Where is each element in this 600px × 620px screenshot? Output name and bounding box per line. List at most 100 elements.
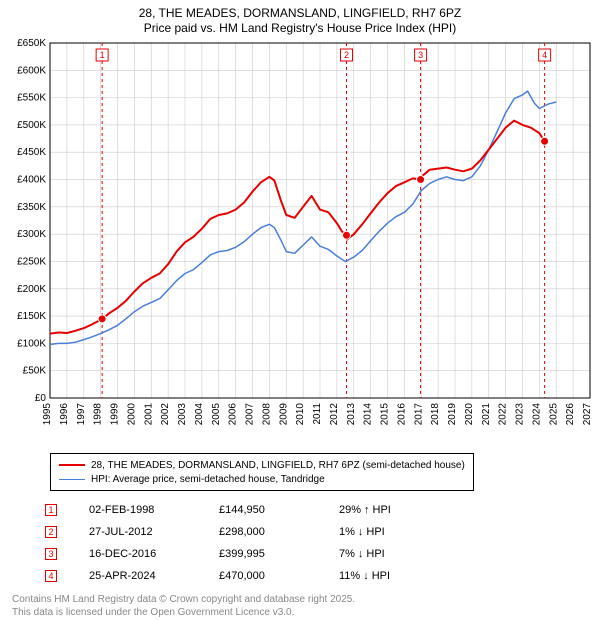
transaction-marker: 4	[45, 570, 57, 582]
svg-text:2006: 2006	[228, 403, 239, 426]
arrow-down-icon: ↓	[358, 526, 364, 538]
svg-text:1996: 1996	[59, 403, 70, 426]
svg-text:2021: 2021	[481, 403, 492, 426]
diff-pct: 7%	[339, 548, 355, 560]
transaction-price: £144,950	[219, 504, 339, 516]
svg-text:£550K: £550K	[17, 93, 46, 104]
arrow-down-icon: ↓	[358, 548, 364, 560]
legend-row-property: 28, THE MEADES, DORMANSLAND, LINGFIELD, …	[59, 458, 465, 472]
legend-label-property: 28, THE MEADES, DORMANSLAND, LINGFIELD, …	[91, 460, 465, 471]
svg-text:2013: 2013	[346, 403, 357, 426]
svg-text:2: 2	[344, 50, 349, 60]
diff-pct: 1%	[339, 526, 355, 538]
svg-text:2005: 2005	[211, 403, 222, 426]
svg-text:£250K: £250K	[17, 256, 46, 267]
chart-subtitle: Price paid vs. HM Land Registry's House …	[0, 21, 600, 35]
svg-text:2026: 2026	[565, 403, 576, 426]
footer-note: Contains HM Land Registry data © Crown c…	[12, 593, 600, 619]
chart-plot: £0 £50K £100K £150K £200K £250K £300K £350K £400…	[0, 35, 600, 445]
footer-line-1: Contains HM Land Registry data © Crown c…	[12, 593, 600, 606]
transaction-diff: 29%↑HPI	[339, 504, 419, 516]
svg-text:£600K: £600K	[17, 65, 46, 76]
svg-text:1: 1	[100, 50, 105, 60]
svg-text:2022: 2022	[498, 403, 509, 426]
legend: 28, THE MEADES, DORMANSLAND, LINGFIELD, …	[50, 453, 474, 491]
diff-label: HPI	[366, 526, 384, 538]
svg-text:£500K: £500K	[17, 120, 46, 131]
transaction-price: £399,995	[219, 548, 339, 560]
transaction-price: £470,000	[219, 570, 339, 582]
transaction-row: 4 25-APR-2024£470,00011%↓HPI	[45, 565, 600, 587]
diff-label: HPI	[366, 548, 384, 560]
arrow-down-icon: ↓	[363, 570, 369, 582]
svg-text:£300K: £300K	[17, 229, 46, 240]
legend-label-hpi: HPI: Average price, semi-detached house,…	[91, 474, 325, 485]
transaction-price: £298,000	[219, 526, 339, 538]
svg-text:1998: 1998	[93, 403, 104, 426]
svg-text:2004: 2004	[194, 403, 205, 426]
transaction-marker: 1	[45, 504, 57, 516]
svg-text:1997: 1997	[76, 403, 87, 426]
svg-text:1999: 1999	[110, 403, 121, 426]
transactions-table: 102-FEB-1998£144,95029%↑HPI227-JUL-2012£…	[45, 499, 600, 587]
transaction-row: 1 02-FEB-1998£144,95029%↑HPI	[45, 499, 600, 521]
diff-label: HPI	[372, 570, 390, 582]
svg-text:£50K: £50K	[23, 366, 47, 377]
svg-text:2015: 2015	[380, 403, 391, 426]
svg-text:£400K: £400K	[17, 175, 46, 186]
svg-text:2019: 2019	[447, 403, 458, 426]
svg-text:2027: 2027	[582, 403, 593, 426]
transaction-diff: 11%↓HPI	[339, 570, 419, 582]
svg-text:2007: 2007	[245, 403, 256, 426]
svg-text:£100K: £100K	[17, 338, 46, 349]
transaction-date: 25-APR-2024	[89, 570, 219, 582]
svg-text:2018: 2018	[430, 403, 441, 426]
svg-text:2003: 2003	[177, 403, 188, 426]
svg-text:2009: 2009	[278, 403, 289, 426]
svg-text:£450K: £450K	[17, 147, 46, 158]
arrow-up-icon: ↑	[364, 504, 370, 516]
transaction-diff: 1%↓HPI	[339, 526, 419, 538]
legend-swatch-property	[59, 464, 85, 466]
svg-text:2014: 2014	[363, 403, 374, 426]
svg-text:2024: 2024	[531, 403, 542, 426]
svg-text:2023: 2023	[515, 403, 526, 426]
svg-text:1995: 1995	[42, 403, 53, 426]
diff-label: HPI	[373, 504, 391, 516]
transaction-date: 02-FEB-1998	[89, 504, 219, 516]
footer-line-2: This data is licensed under the Open Gov…	[12, 606, 600, 619]
svg-text:£150K: £150K	[17, 311, 46, 322]
transaction-row: 3 16-DEC-2016£399,9957%↓HPI	[45, 543, 600, 565]
transaction-diff: 7%↓HPI	[339, 548, 419, 560]
svg-text:2016: 2016	[396, 403, 407, 426]
svg-text:£650K: £650K	[17, 38, 46, 49]
svg-text:2020: 2020	[464, 403, 475, 426]
svg-text:2010: 2010	[295, 403, 306, 426]
transaction-marker: 2	[45, 526, 57, 538]
diff-pct: 11%	[339, 570, 360, 582]
svg-text:4: 4	[542, 50, 547, 60]
legend-swatch-hpi	[59, 479, 85, 480]
legend-row-hpi: HPI: Average price, semi-detached house,…	[59, 472, 465, 486]
svg-text:2025: 2025	[548, 403, 559, 426]
svg-text:2000: 2000	[126, 403, 137, 426]
transaction-row: 2 27-JUL-2012£298,0001%↓HPI	[45, 521, 600, 543]
diff-pct: 29%	[339, 504, 361, 516]
chart-title: 28, THE MEADES, DORMANSLAND, LINGFIELD, …	[0, 6, 600, 20]
svg-text:£0: £0	[35, 393, 47, 404]
svg-text:3: 3	[418, 50, 423, 60]
chart-container: 28, THE MEADES, DORMANSLAND, LINGFIELD, …	[0, 0, 600, 619]
svg-text:2012: 2012	[329, 403, 340, 426]
svg-text:2008: 2008	[261, 403, 272, 426]
svg-text:2017: 2017	[413, 403, 424, 426]
transaction-date: 27-JUL-2012	[89, 526, 219, 538]
svg-text:2001: 2001	[143, 403, 154, 426]
svg-text:£200K: £200K	[17, 284, 46, 295]
svg-text:£350K: £350K	[17, 202, 46, 213]
titles: 28, THE MEADES, DORMANSLAND, LINGFIELD, …	[0, 0, 600, 35]
transaction-date: 16-DEC-2016	[89, 548, 219, 560]
svg-text:2011: 2011	[312, 403, 323, 425]
svg-text:2002: 2002	[160, 403, 171, 426]
transaction-marker: 3	[45, 548, 57, 560]
chart-svg: £0 £50K £100K £150K £200K £250K £300K £350K £400…	[0, 35, 600, 445]
